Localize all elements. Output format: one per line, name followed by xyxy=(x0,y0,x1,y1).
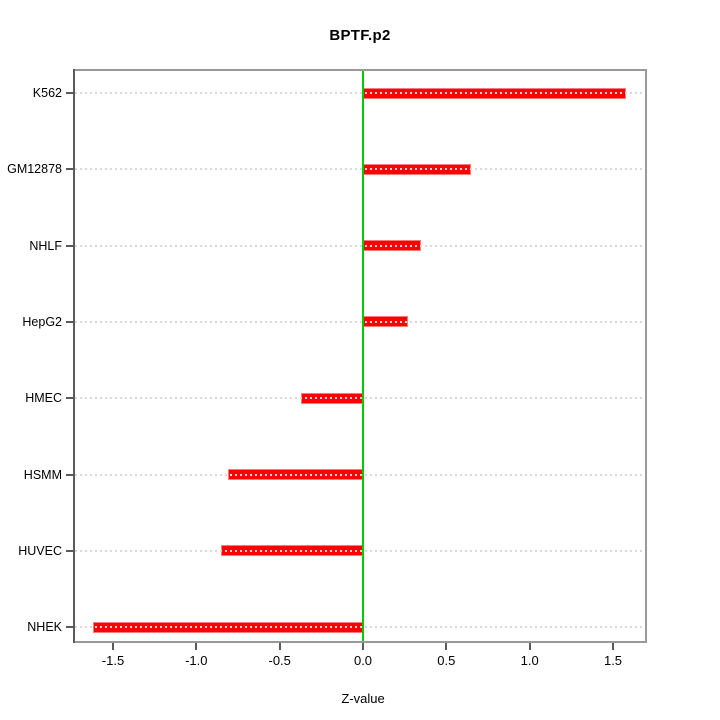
gridline xyxy=(75,320,645,323)
x-tick xyxy=(445,643,448,650)
y-axis-label: HUVEC xyxy=(18,543,62,558)
y-tick xyxy=(66,397,73,400)
zero-reference-line xyxy=(362,69,364,643)
plot-frame xyxy=(73,69,647,643)
x-tick xyxy=(362,643,364,650)
y-tick xyxy=(66,320,73,323)
x-axis-label: Z-value xyxy=(341,691,385,706)
gridline xyxy=(75,473,645,476)
y-axis-label: HSMM xyxy=(23,467,62,482)
y-axis-label: HepG2 xyxy=(22,314,62,329)
y-tick xyxy=(66,473,73,476)
y-axis-label: HMEC xyxy=(25,391,62,406)
gridline xyxy=(75,168,645,171)
x-tick-label: 0.5 xyxy=(437,653,456,668)
plot-area xyxy=(73,69,647,643)
x-tick-label: -1.0 xyxy=(185,653,208,668)
x-tick-label: 1.5 xyxy=(603,653,623,668)
y-axis-label: GM12878 xyxy=(7,162,62,177)
y-axis-label: NHLF xyxy=(29,238,62,253)
x-tick xyxy=(278,643,281,650)
y-tick xyxy=(66,244,73,247)
gridline xyxy=(75,92,645,94)
y-tick xyxy=(66,92,73,94)
gridline xyxy=(75,397,645,400)
gridline xyxy=(75,549,645,552)
y-tick xyxy=(66,168,73,171)
y-axis-line xyxy=(73,69,75,643)
gridline xyxy=(75,626,645,629)
y-tick xyxy=(66,549,73,552)
x-tick xyxy=(195,643,198,650)
y-tick xyxy=(66,626,73,629)
y-axis-label: K562 xyxy=(32,86,62,100)
x-tick xyxy=(612,643,614,650)
x-tick-label: 0.0 xyxy=(353,653,373,668)
x-tick xyxy=(112,643,114,650)
gridline xyxy=(75,244,645,247)
x-tick-label: 1.0 xyxy=(520,653,539,668)
chart-title: BPTF.p2 xyxy=(329,27,391,44)
x-tick xyxy=(528,643,531,650)
x-tick-label: -0.5 xyxy=(268,653,291,668)
x-tick-label: -1.5 xyxy=(101,653,125,668)
y-axis-label: NHEK xyxy=(27,620,62,635)
